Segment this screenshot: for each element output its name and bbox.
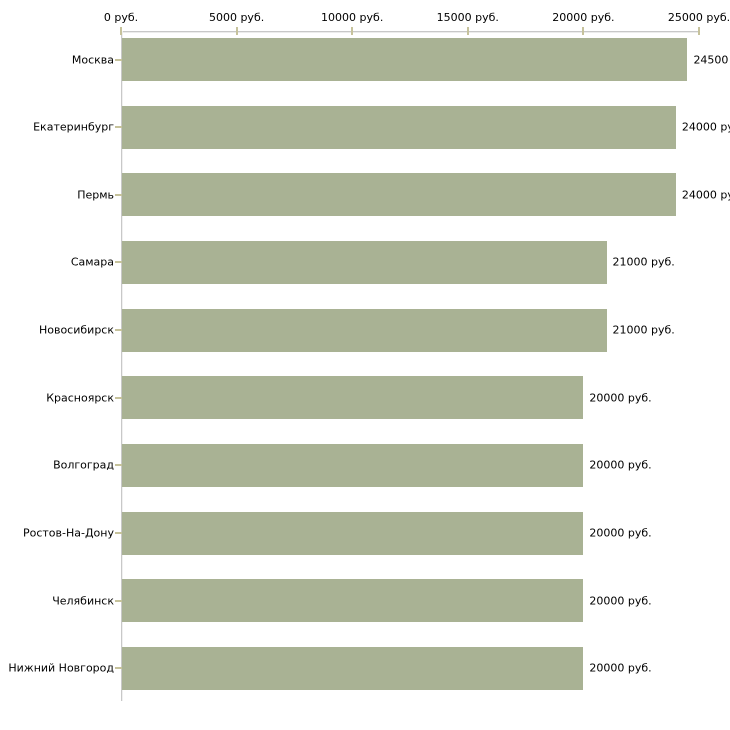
category-label: Красноярск [46,391,114,405]
value-label: 20000 руб. [589,391,652,405]
x-axis-tick [466,27,469,35]
x-axis-tick-label: 5000 руб. [208,11,265,24]
category-tick [115,396,122,399]
x-axis-tick [120,27,122,35]
category-label: Москва [71,53,114,66]
value-label: 24000 руб. [681,120,730,134]
category-label: Волгоград [53,458,114,472]
category-label: Самара [70,255,114,269]
bar [122,646,584,690]
value-label: 20000 руб. [589,661,652,675]
bar [122,105,676,149]
category-tick [115,261,122,264]
category-label: Нижний Новгород [8,661,114,675]
category-label: Екатеринбург [33,120,114,134]
category-tick [115,58,122,61]
category-label: Пермь [77,188,114,202]
category-tick [115,193,122,196]
y-axis-line [121,31,123,701]
category-tick [115,599,122,602]
bar [122,38,688,81]
x-axis-tick-label: 10000 руб. [321,11,384,24]
value-label: 20000 руб. [589,526,652,540]
bar [122,443,584,487]
bar [122,511,584,555]
value-label: 24000 руб. [681,188,730,202]
bar [122,308,607,352]
x-axis-tick-label: 15000 руб. [436,11,499,24]
bar [122,240,607,284]
category-label: Челябинск [52,594,114,608]
x-axis-tick-label: 20000 руб. [552,11,615,24]
x-axis-tick-label: 0 руб. [103,11,139,24]
x-axis-tick [235,27,238,35]
category-tick [115,126,122,129]
bar [122,376,584,420]
category-tick [115,532,122,535]
value-label: 24500 руб. [693,53,730,66]
category-label: Новосибирск [38,323,114,337]
x-axis-line [121,31,700,33]
x-axis-tick [582,27,585,35]
x-axis-tick [698,27,700,35]
x-axis-tick [351,27,354,35]
bar [122,579,584,623]
category-tick [115,667,122,670]
category-label: Ростов-На-Дону [22,526,114,540]
bar [122,173,676,217]
value-label: 21000 руб. [612,323,675,337]
value-label: 21000 руб. [612,255,675,269]
value-label: 20000 руб. [589,594,652,608]
x-axis-tick-label: 25000 руб. [667,11,730,24]
category-tick [115,464,122,467]
value-label: 20000 руб. [589,458,652,472]
category-tick [115,329,122,332]
